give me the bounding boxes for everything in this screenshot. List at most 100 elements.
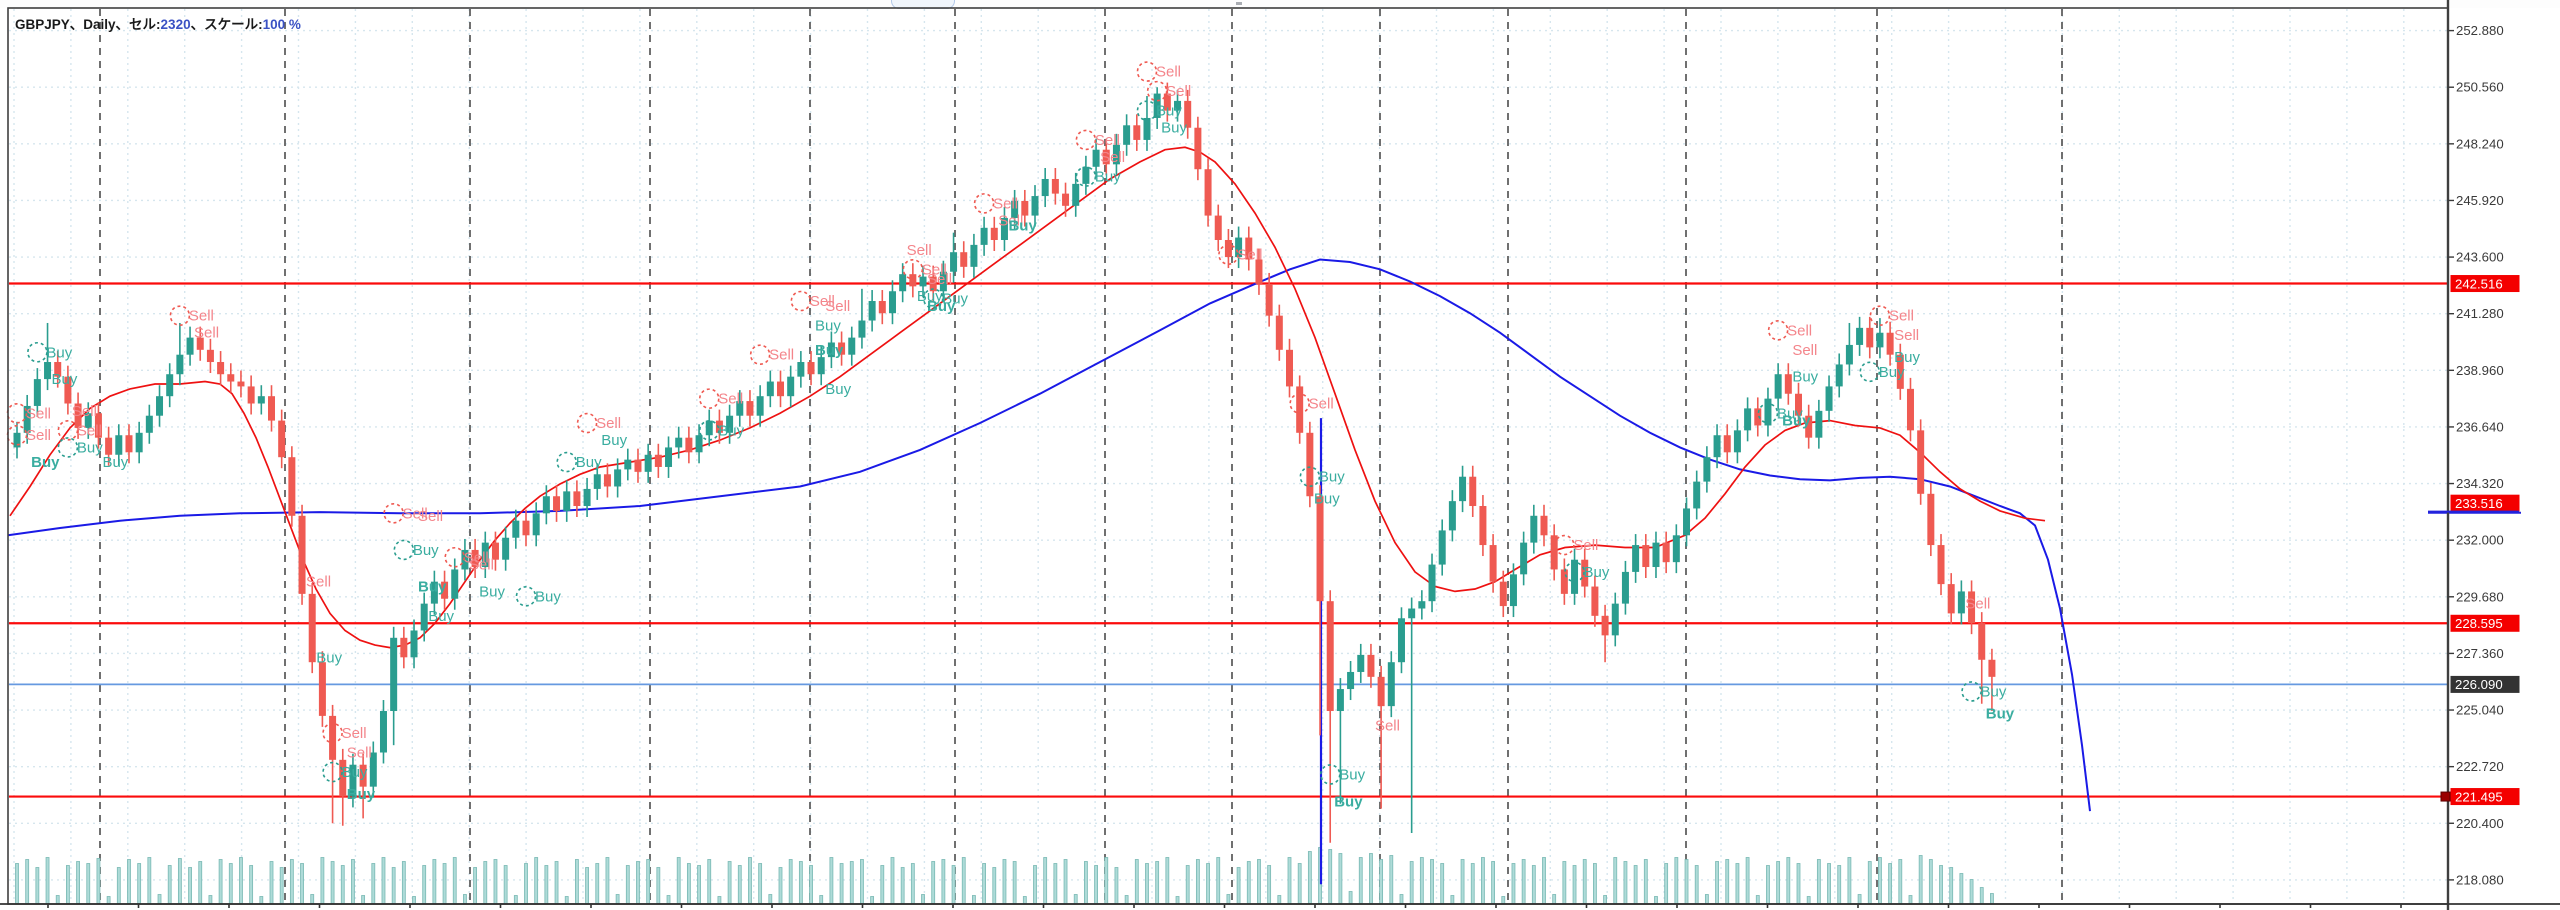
buy-signal-label: Buy — [1095, 169, 1121, 186]
candle-down — [654, 454, 662, 467]
sell-signal-label: Sell — [769, 347, 794, 364]
candle-up — [970, 244, 978, 267]
chart-symbol-timeframe: GBPJPY、Daily、 — [15, 17, 130, 32]
sell-signal-label: Sell — [1889, 308, 1914, 325]
candle-up — [1235, 237, 1243, 258]
volume-bar — [992, 867, 997, 904]
candle-down — [1306, 432, 1314, 497]
volume-bar — [666, 895, 671, 904]
volume-bar — [1704, 894, 1709, 904]
volume-bar — [1033, 865, 1037, 904]
buy-signal-label: Buy — [479, 583, 505, 600]
candle-down — [1377, 676, 1385, 707]
sell-signal-label: Sell — [998, 212, 1023, 229]
buy-signal-label: Buy — [815, 317, 841, 334]
period-separators — [99, 9, 2063, 903]
volume-bar — [544, 865, 549, 904]
candle-down — [715, 420, 723, 433]
candle-up — [1733, 430, 1741, 453]
volume-bar — [707, 859, 712, 904]
sell-signal-circle — [6, 402, 28, 424]
volume-bar — [269, 861, 274, 904]
volume-bar — [1216, 857, 1221, 904]
candle-up — [115, 435, 123, 455]
candle-up — [430, 581, 438, 604]
bid-price-label-bg — [2450, 675, 2520, 693]
scale-label: 、スケール: — [190, 17, 263, 32]
buy-signal-label: Buy — [942, 291, 968, 308]
volume-bar — [463, 894, 467, 904]
volume-bar — [890, 857, 895, 904]
candle-up — [44, 362, 52, 380]
candles-layer[interactable] — [13, 82, 1996, 843]
volume-bar — [1531, 865, 1536, 904]
volume-bar — [432, 859, 437, 904]
volume-layer — [15, 847, 1994, 904]
candle-down — [1550, 535, 1558, 570]
candle-down — [268, 396, 275, 421]
candle-up — [868, 301, 876, 321]
candle-up — [1957, 591, 1965, 614]
candle-up — [379, 711, 387, 753]
volume-bar — [1460, 859, 1465, 904]
buy-signal-label: Buy — [1008, 217, 1037, 234]
volume-bar — [788, 859, 793, 904]
candle-down — [838, 342, 846, 355]
volume-bar — [1501, 896, 1506, 904]
candle-up — [1143, 117, 1151, 140]
volume-bar — [1582, 859, 1587, 904]
candle-down — [1326, 601, 1334, 712]
volume-bar — [1297, 863, 1302, 904]
volume-bar — [1328, 849, 1333, 904]
sell-signal-label: Sell — [464, 549, 489, 566]
candle-up — [369, 752, 377, 787]
buy-signal-label: Buy — [52, 371, 78, 388]
sell-signal-label: Sell — [26, 405, 51, 422]
buy-signal-label: Buy — [1161, 120, 1187, 137]
volume-bar — [1745, 857, 1750, 904]
volume-bar — [483, 861, 488, 904]
candle-up — [176, 354, 184, 375]
candle-up — [1092, 149, 1100, 167]
candle-down — [1184, 100, 1192, 128]
volume-bar — [1134, 859, 1139, 904]
buy-signal-label: Buy — [825, 381, 851, 398]
cell-value: 2320 — [160, 17, 191, 32]
candle-down — [522, 520, 530, 536]
volume-bar — [1990, 893, 1994, 904]
volume-bar — [1012, 861, 1017, 904]
candle-up — [756, 396, 764, 416]
candle-up — [186, 337, 194, 355]
volume-bar — [1664, 863, 1669, 904]
volume-bar — [1643, 859, 1648, 904]
sell-signal-label: Sell — [77, 422, 102, 439]
hline-layer[interactable] — [9, 282, 2521, 798]
candle-up — [787, 376, 795, 397]
candle-down — [634, 459, 642, 472]
candle-down — [990, 227, 998, 240]
candle-up — [705, 420, 713, 436]
sell-signal-label: Sell — [1965, 596, 1990, 613]
volume-bar — [880, 865, 885, 904]
sell-signal-circle — [6, 424, 28, 446]
candle-down — [298, 515, 306, 594]
buy-signal-label: Buy — [1894, 349, 1920, 366]
volume-bar — [1165, 857, 1170, 904]
candle-up — [1397, 618, 1405, 663]
candle-down — [1499, 581, 1507, 607]
buy-signal-circle — [1299, 466, 1321, 488]
candle-down — [308, 593, 316, 663]
candle-up — [858, 320, 866, 338]
candle-up — [1347, 671, 1355, 690]
buy-signal-label: Buy — [31, 454, 60, 471]
volume-bar — [575, 859, 579, 904]
candle-down — [74, 403, 82, 428]
volume-bar — [1511, 863, 1516, 904]
volume-bar — [1094, 865, 1098, 904]
sell-signal-label: Sell — [26, 427, 51, 444]
sell-signal-label: Sell — [1787, 322, 1812, 339]
candle-down — [1367, 654, 1375, 677]
